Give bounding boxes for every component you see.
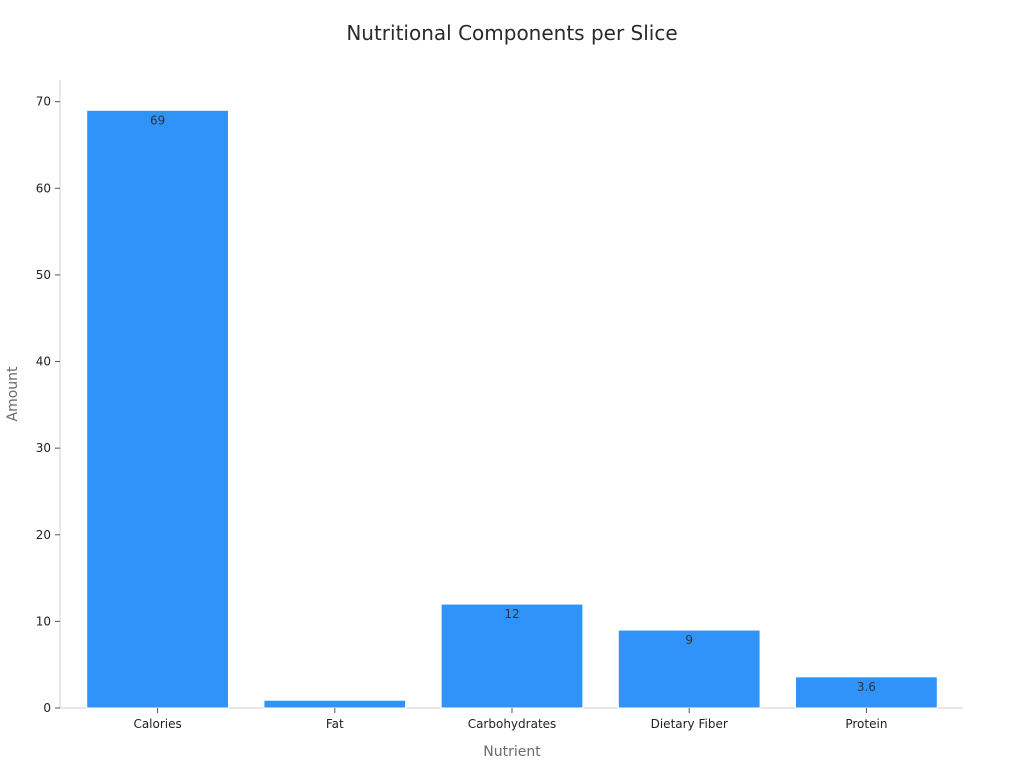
y-tick-label: 0	[43, 701, 51, 715]
y-tick-label: 40	[36, 355, 51, 369]
data-label: 12	[504, 607, 519, 621]
x-tick-label: Dietary Fiber	[651, 717, 728, 731]
data-label: 9	[685, 633, 693, 647]
chart-title: Nutritional Components per Slice	[346, 21, 677, 45]
x-tick-label: Protein	[845, 717, 887, 731]
bar-calories	[86, 109, 229, 709]
bars-group	[86, 109, 938, 709]
y-tick-label: 70	[36, 95, 51, 109]
data-labels-group: 69 12 9 3.6	[150, 113, 876, 693]
y-tick-label: 30	[36, 441, 51, 455]
y-axis-ticks: 0 10 20 30 40 50 60 70	[36, 95, 60, 715]
y-axis-title: Amount	[5, 366, 21, 422]
y-tick-label: 20	[36, 528, 51, 542]
x-axis-title: Nutrient	[483, 744, 541, 760]
y-tick-label: 10	[36, 614, 51, 628]
bar-fat	[263, 699, 407, 709]
data-label: 3.6	[857, 680, 876, 694]
bar-carbohydrates	[440, 603, 584, 709]
x-tick-label: Calories	[133, 717, 181, 731]
x-axis-ticks: Calories Fat Carbohydrates Dietary Fiber Pro…	[133, 708, 887, 731]
data-label: 69	[150, 113, 165, 127]
x-tick-label: Fat	[326, 717, 344, 731]
y-tick-label: 60	[36, 181, 51, 195]
x-tick-label: Carbohydrates	[468, 717, 557, 731]
y-tick-label: 50	[36, 268, 51, 282]
